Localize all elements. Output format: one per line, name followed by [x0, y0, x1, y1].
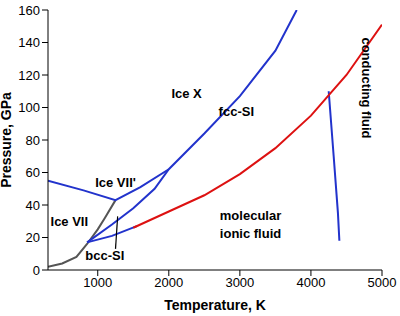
svg-text:conducting fluid: conducting fluid [359, 37, 374, 138]
svg-text:Ice VII': Ice VII' [95, 175, 136, 190]
svg-text:80: 80 [26, 133, 40, 148]
svg-text:5000: 5000 [368, 275, 392, 290]
svg-text:fcc-SI: fcc-SI [219, 104, 254, 119]
svg-text:100: 100 [18, 100, 40, 115]
svg-text:Temperature, K: Temperature, K [164, 297, 266, 313]
svg-text:bcc-SI: bcc-SI [85, 248, 124, 263]
svg-text:60: 60 [26, 165, 40, 180]
svg-text:ionic fluid: ionic fluid [220, 226, 281, 241]
svg-text:160: 160 [18, 3, 40, 18]
svg-text:3000: 3000 [225, 275, 254, 290]
svg-text:40: 40 [26, 198, 40, 213]
svg-text:Ice VII: Ice VII [51, 214, 89, 229]
svg-text:2000: 2000 [154, 275, 183, 290]
svg-text:120: 120 [18, 68, 40, 83]
svg-text:20: 20 [26, 230, 40, 245]
svg-text:molecular: molecular [220, 208, 281, 223]
svg-text:0: 0 [33, 263, 40, 278]
svg-text:4000: 4000 [296, 275, 325, 290]
svg-text:Ice X: Ice X [171, 86, 202, 101]
svg-text:1000: 1000 [83, 275, 112, 290]
svg-text:Pressure, GPa: Pressure, GPa [8, 92, 14, 188]
svg-text:140: 140 [18, 35, 40, 50]
